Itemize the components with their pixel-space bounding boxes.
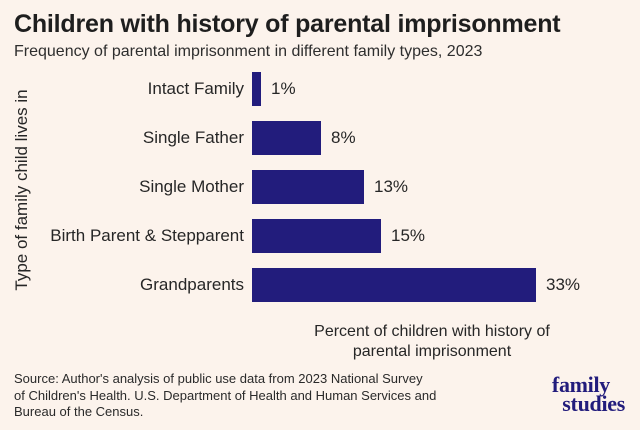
- chart-subtitle: Frequency of parental imprisonment in di…: [14, 43, 483, 60]
- bar: [252, 71, 261, 106]
- bar: [252, 267, 536, 302]
- chart-title: Children with history of parental impris…: [14, 10, 561, 38]
- bar-row: Birth Parent & Stepparent 15%: [0, 211, 640, 260]
- bar-chart: Intact Family 1% Single Father 8% Single Mot…: [0, 64, 640, 309]
- bar-row: Intact Family 1%: [0, 64, 640, 113]
- bar-row: Grandparents 33%: [0, 260, 640, 309]
- category-label: Single Mother: [139, 176, 244, 196]
- logo-word-studies: studies: [562, 391, 625, 416]
- category-label: Intact Family: [147, 78, 244, 98]
- value-label: 13%: [374, 176, 409, 196]
- value-label: 8%: [331, 127, 356, 147]
- bar-row: Single Father 8%: [0, 113, 640, 162]
- bar: [252, 218, 381, 253]
- source-note: Source: Author's analysis of public use …: [14, 371, 436, 421]
- value-label: 33%: [546, 274, 581, 294]
- value-label: 15%: [391, 225, 426, 245]
- bar-row: Single Mother 13%: [0, 162, 640, 211]
- bar: [252, 120, 321, 155]
- source-line: Bureau of the Census.: [14, 404, 144, 419]
- category-label: Grandparents: [140, 274, 244, 294]
- x-axis-label: Percent of children with history of pare…: [314, 323, 550, 360]
- category-label: Single Father: [142, 127, 244, 147]
- source-line: of Children's Health. U.S. Department of…: [14, 387, 437, 403]
- category-label: Birth Parent & Stepparent: [50, 225, 244, 245]
- value-label: 1%: [271, 78, 296, 98]
- bar: [252, 169, 364, 204]
- family-studies-logo: family studies: [551, 372, 625, 416]
- logo-word-family: family: [551, 372, 610, 397]
- source-line: Source: Author's analysis of public use …: [14, 371, 423, 386]
